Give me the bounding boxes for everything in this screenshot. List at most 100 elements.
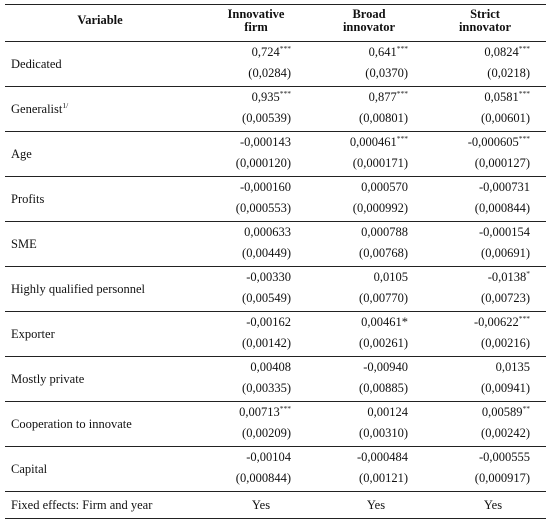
significance-stars: ***	[518, 134, 530, 143]
coefficient: 0,724***	[251, 44, 291, 59]
variable-name: Age	[11, 147, 32, 161]
standard-error: (0,000120)	[235, 156, 291, 170]
standard-error: (0,000917)	[474, 471, 530, 485]
variable-name: SME	[11, 237, 37, 251]
significance-stars: ***	[279, 44, 291, 53]
standard-error: (0,00242)	[481, 426, 530, 440]
standard-error: (0,00601)	[481, 111, 530, 125]
table-row: Generalist1/0,935*** (0,00539) 0,877*** (0,…	[5, 87, 546, 132]
standard-error: (0,000171)	[352, 156, 408, 170]
variable-name: Dedicated	[11, 57, 62, 71]
header-innovative-firm: Innovative firm	[227, 7, 285, 34]
fixed-effects-value: Yes	[483, 498, 503, 512]
fixed-effects-row: Fixed effects: Firm and year Yes Yes Yes	[5, 492, 546, 519]
coefficient: 0,935***	[251, 89, 291, 104]
coefficient: -0,0138*	[487, 269, 530, 284]
table-body: Dedicated 0,724*** (0,0284) 0,641*** (0,0370…	[5, 42, 546, 492]
coefficient: 0,000788	[361, 225, 408, 239]
table-row: Cooperation to innovate 0,00713*** (0,0020…	[5, 402, 546, 447]
coefficient: 0,00124	[367, 405, 408, 419]
table-row: Capital -0,00104 (0,000844) -0,000484 (0,001…	[5, 447, 546, 492]
standard-error: (0,00941)	[481, 381, 530, 395]
variable-name: Capital	[11, 462, 48, 476]
coefficient: 0,0105	[373, 270, 408, 284]
table-row: Exporter -0,00162 (0,00142) 0,00461* (0,0026…	[5, 312, 546, 357]
significance-stars: ***	[518, 314, 530, 323]
standard-error: (0,0284)	[248, 66, 291, 80]
table-row: SME 0,000633 (0,00449) 0,000788 (0,00768) -0,…	[5, 222, 546, 267]
coefficient: 0,877***	[368, 89, 408, 104]
standard-error: (0,0218)	[487, 66, 530, 80]
regression-table: Variable Innovative firm Broad innovator S…	[5, 4, 546, 519]
standard-error: (0,00261)	[359, 336, 408, 350]
table-header: Variable Innovative firm Broad innovator S…	[5, 4, 546, 42]
coefficient: 0,000633	[244, 225, 291, 239]
coefficient: -0,000143	[239, 135, 291, 149]
variable-name: Generalist1/	[11, 101, 69, 116]
coefficient: -0,000605***	[467, 134, 530, 149]
coefficient: -0,00104	[246, 450, 291, 464]
standard-error: (0,000553)	[235, 201, 291, 215]
coefficient: 0,00589**	[481, 404, 531, 419]
header-variable: Variable	[77, 13, 123, 27]
variable-name: Cooperation to innovate	[11, 417, 132, 431]
coefficient: -0,00940	[363, 360, 408, 374]
header-strict-innovator: Strict innovator	[458, 7, 512, 34]
footnote-marker: 1/	[62, 101, 69, 110]
coefficient: -0,00622***	[473, 314, 530, 329]
standard-error: (0,00216)	[481, 336, 530, 350]
standard-error: (0,000992)	[352, 201, 408, 215]
coefficient: -0,000160	[239, 180, 291, 194]
coefficient: 0,00461*	[361, 315, 408, 329]
standard-error: (0,00801)	[359, 111, 408, 125]
coefficient: 0,0824***	[484, 44, 530, 59]
table-row: Profits -0,000160 (0,000553) 0,000570 (0,000…	[5, 177, 546, 222]
coefficient: 0,00408	[250, 360, 291, 374]
coefficient: 0,0135	[495, 360, 530, 374]
fixed-effects-value: Yes	[366, 498, 386, 512]
variable-name: Highly qualified personnel	[11, 282, 145, 296]
standard-error: (0,00142)	[242, 336, 291, 350]
significance-stars: ***	[396, 44, 408, 53]
standard-error: (0,00770)	[359, 291, 408, 305]
table-row: Mostly private 0,00408 (0,00335) -0,00940 (0…	[5, 357, 546, 402]
variable-name: Mostly private	[11, 372, 85, 386]
standard-error: (0,00691)	[481, 246, 530, 260]
coefficient: 0,0581***	[484, 89, 530, 104]
significance-stars: ***	[279, 89, 291, 98]
significance-stars: ***	[518, 44, 530, 53]
significance-stars: **	[522, 404, 531, 413]
standard-error: (0,00310)	[359, 426, 408, 440]
standard-error: (0,000127)	[474, 156, 530, 170]
table-row: Highly qualified personnel -0,00330 (0,005…	[5, 267, 546, 312]
standard-error: (0,00449)	[242, 246, 291, 260]
variable-name: Exporter	[11, 327, 55, 341]
coefficient: -0,00330	[246, 270, 291, 284]
coefficient: 0,000461***	[349, 134, 408, 149]
significance-stars: *	[526, 269, 530, 278]
standard-error: (0,00335)	[242, 381, 291, 395]
coefficient: -0,000731	[478, 180, 530, 194]
significance-stars: ***	[396, 89, 408, 98]
coefficient: -0,000555	[478, 450, 530, 464]
standard-error: (0,00768)	[359, 246, 408, 260]
table-row: Age -0,000143 (0,000120) 0,000461*** (0,0001…	[5, 132, 546, 177]
coefficient: 0,000570	[361, 180, 408, 194]
standard-error: (0,00723)	[481, 291, 530, 305]
significance-stars: ***	[279, 404, 291, 413]
variable-name: Profits	[11, 192, 45, 206]
standard-error: (0,00539)	[242, 111, 291, 125]
standard-error: (0,0370)	[365, 66, 408, 80]
standard-error: (0,00121)	[359, 471, 408, 485]
standard-error: (0,00209)	[242, 426, 291, 440]
coefficient: -0,000484	[356, 450, 408, 464]
coefficient: -0,000154	[478, 225, 530, 239]
fixed-effects-value: Yes	[251, 498, 271, 512]
header-broad-innovator: Broad innovator	[342, 7, 396, 34]
table-row: Dedicated 0,724*** (0,0284) 0,641*** (0,0370…	[5, 42, 546, 87]
standard-error: (0,00885)	[359, 381, 408, 395]
standard-error: (0,000844)	[235, 471, 291, 485]
significance-stars: ***	[396, 134, 408, 143]
fixed-effects-label: Fixed effects: Firm and year	[11, 498, 153, 512]
coefficient: -0,00162	[246, 315, 291, 329]
